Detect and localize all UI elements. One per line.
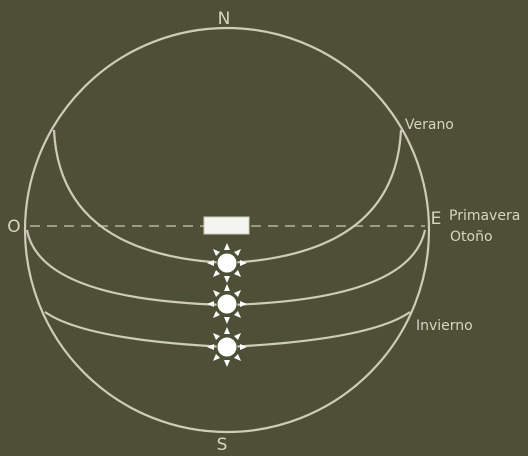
sun-icon: [207, 327, 247, 367]
solar-panel-icon: [203, 216, 250, 235]
compass-north-label: N: [218, 9, 231, 29]
compass-south-label: S: [217, 435, 228, 451]
spring-label: Primavera: [449, 208, 520, 224]
autumn-label: Otoño: [450, 229, 493, 245]
compass-east-label: E: [431, 209, 442, 229]
summer-sun-path: [52, 129, 403, 265]
sun-icon: [207, 284, 247, 324]
celestial-sphere: [23, 26, 431, 434]
compass-west-label: O: [7, 217, 20, 237]
winter-label: Invierno: [416, 318, 473, 334]
sun-icon: [207, 243, 247, 283]
summer-label: Verano: [405, 117, 454, 133]
